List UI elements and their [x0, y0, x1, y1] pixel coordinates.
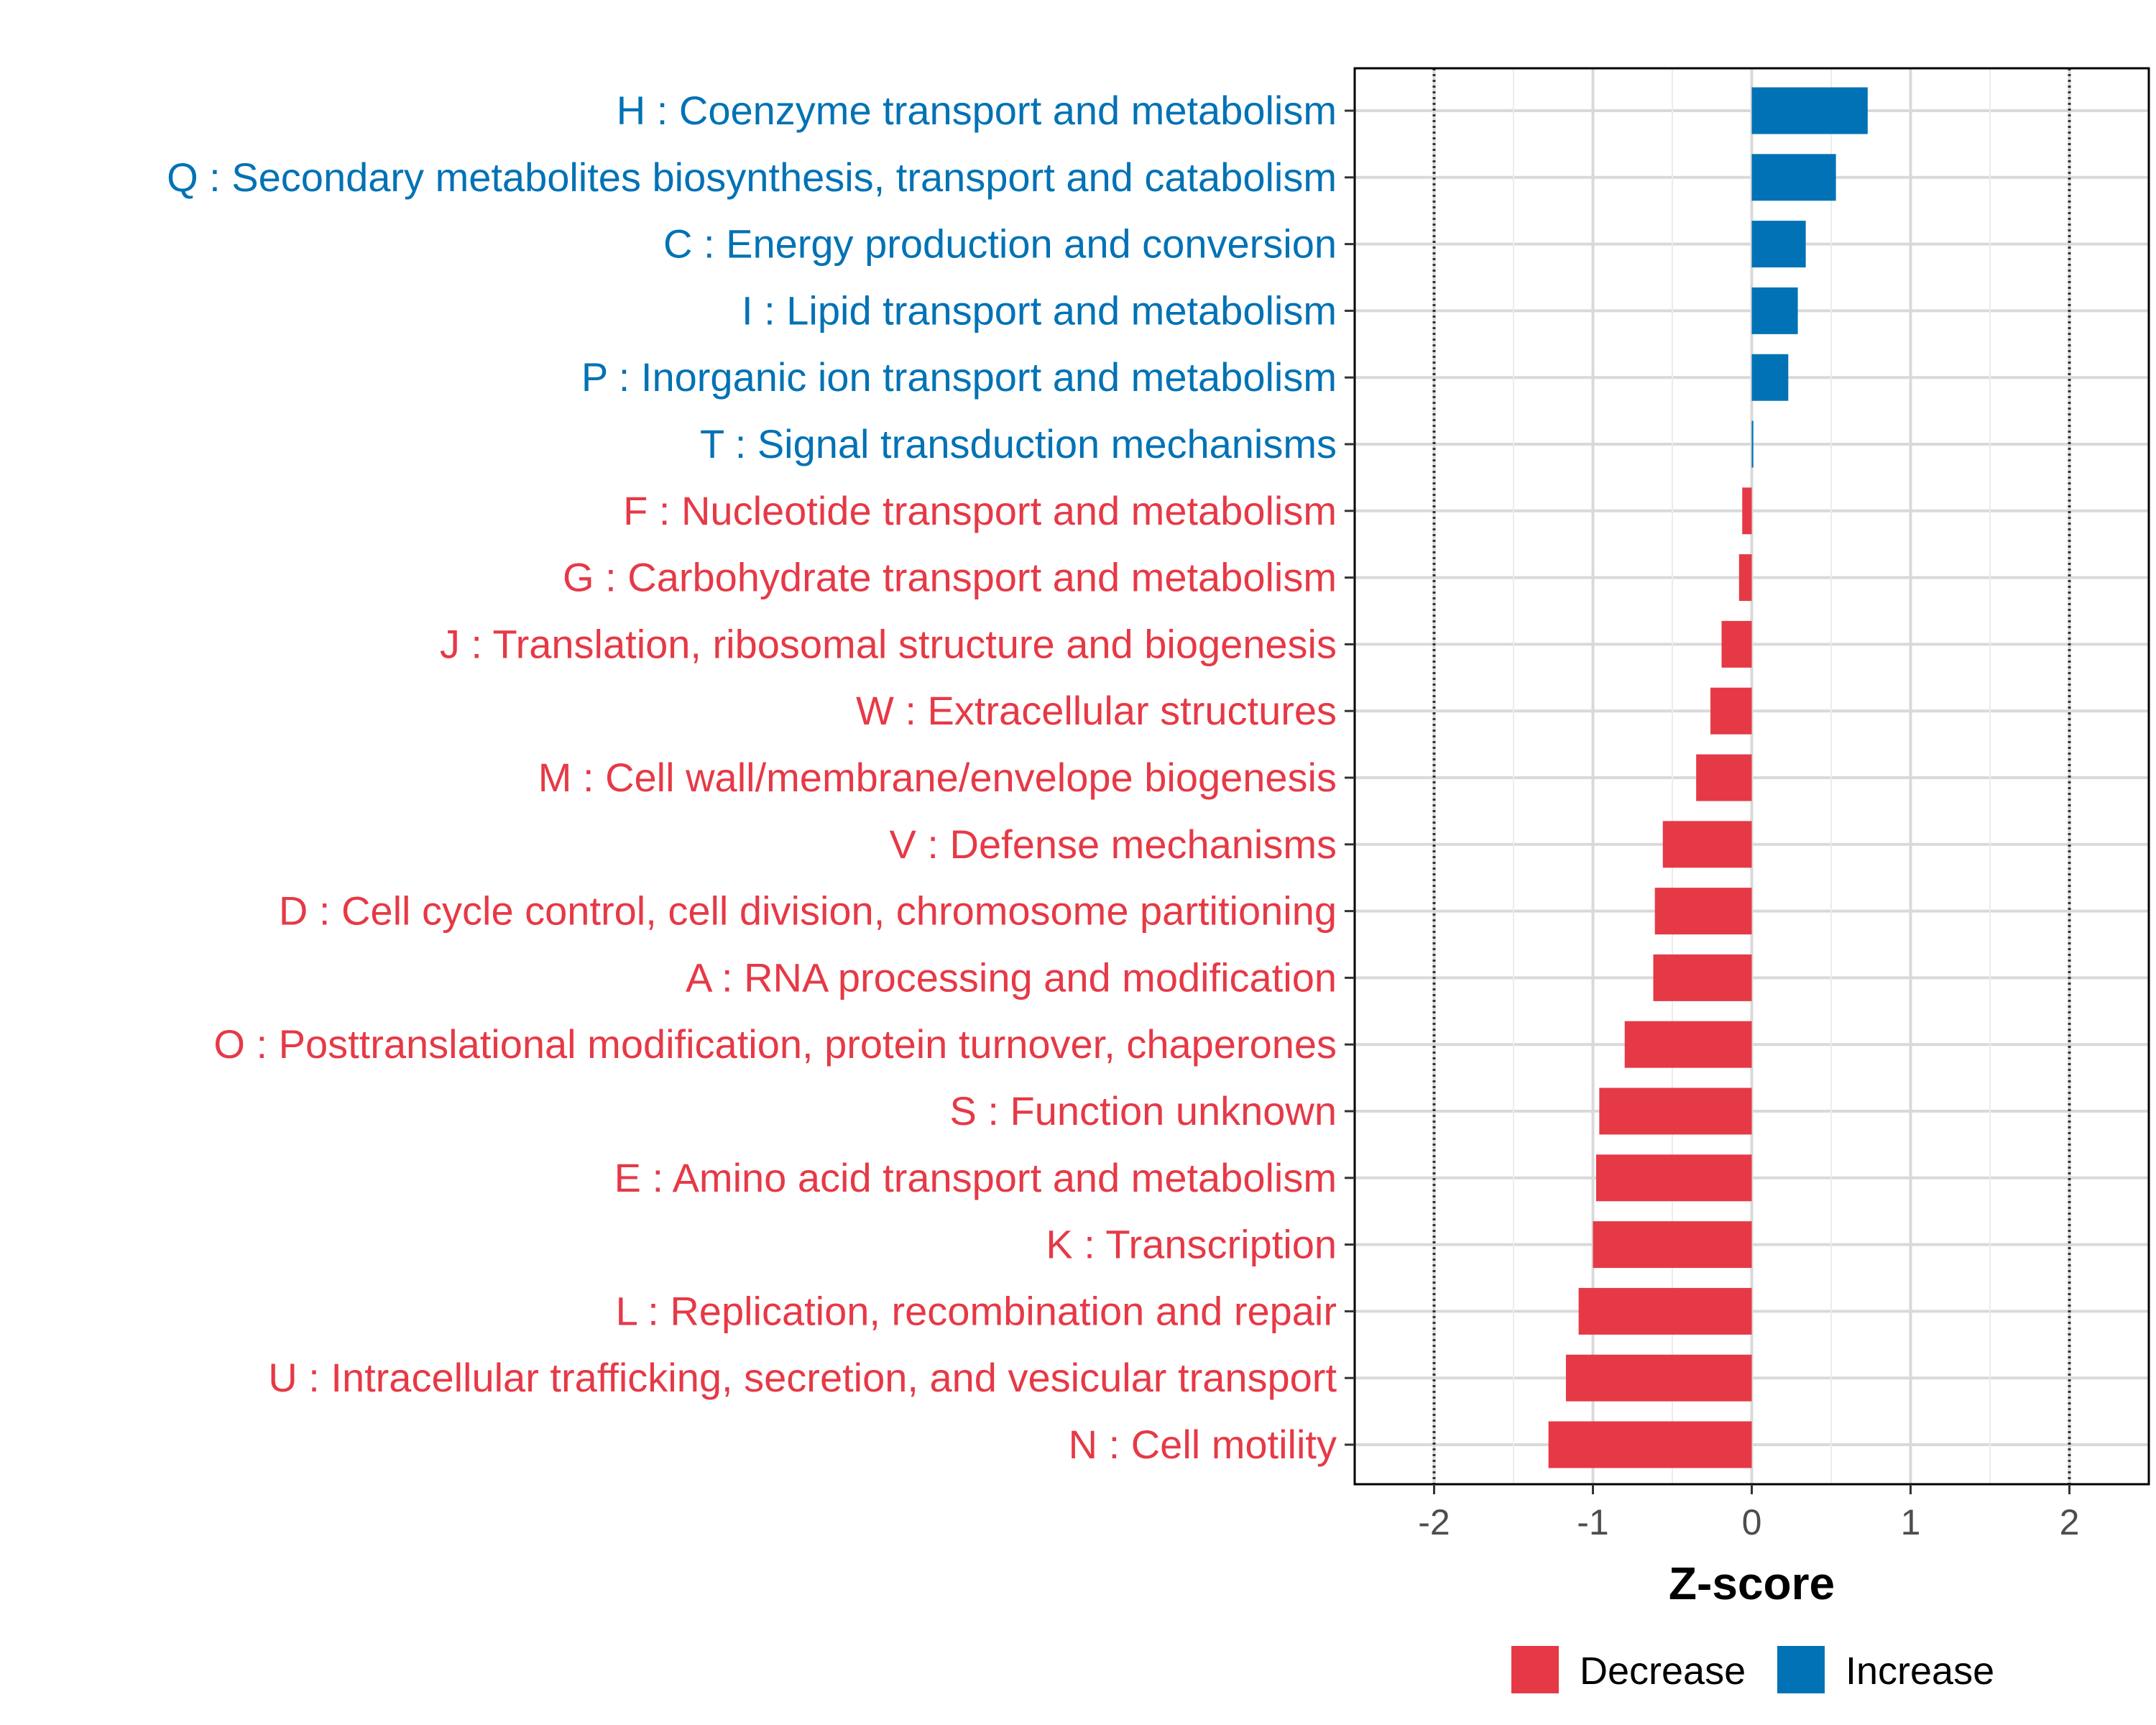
bar: [1751, 154, 1836, 201]
x-axis-title: Z-score: [1669, 1558, 1835, 1609]
legend: Decrease Increase: [1511, 1646, 1994, 1693]
category-label: I : Lipid transport and metabolism: [742, 288, 1337, 333]
bar: [1738, 554, 1752, 602]
x-ticks: [1433, 1484, 2070, 1494]
category-label: E : Amino acid transport and metabolism: [614, 1155, 1337, 1200]
category-label: J : Translation, ribosomal structure and…: [440, 621, 1337, 666]
bar: [1595, 1154, 1752, 1202]
bar: [1654, 888, 1752, 935]
category-label: W : Extracellular structures: [856, 688, 1337, 733]
category-label: O : Posttranslational modification, prot…: [213, 1021, 1337, 1067]
category-label: L : Replication, recombination and repai…: [616, 1288, 1337, 1333]
legend-swatch: [1511, 1646, 1559, 1693]
category-label: M : Cell wall/membrane/envelope biogenes…: [538, 755, 1337, 800]
category-label: A : RNA processing and modification: [686, 954, 1337, 1000]
category-label: D : Cell cycle control, cell division, c…: [279, 888, 1337, 934]
bar: [1751, 287, 1798, 334]
bar: [1751, 354, 1789, 401]
reference-lines: [1432, 68, 2071, 1484]
bar: [1751, 420, 1754, 468]
category-label: F : Nucleotide transport and metabolism: [623, 488, 1337, 533]
category-label: Q : Secondary metabolites biosynthesis, …: [167, 155, 1337, 200]
category-label: P : Inorganic ion transport and metaboli…: [581, 354, 1337, 400]
x-tick-label: 2: [2060, 1502, 2080, 1542]
category-label: C : Energy production and conversion: [663, 221, 1337, 267]
bar: [1742, 487, 1752, 535]
category-label: T : Signal transduction mechanisms: [700, 421, 1337, 466]
x-tick-label: 0: [1742, 1502, 1762, 1542]
bar: [1662, 821, 1752, 868]
x-tick-labels: -2 -1 0 1 2: [1418, 1502, 2079, 1542]
category-label: S : Function unknown: [949, 1088, 1337, 1133]
category-label: G : Carbohydrate transport and metabolis…: [563, 555, 1337, 600]
bar: [1751, 221, 1806, 268]
category-labels: H : Coenzyme transport and metabolism Q :…: [167, 88, 1337, 1467]
bar: [1578, 1287, 1752, 1335]
bars: [1548, 87, 1868, 1468]
legend-swatch: [1777, 1646, 1825, 1693]
bar: [1593, 1221, 1752, 1269]
x-tick-label: -1: [1577, 1502, 1608, 1542]
y-ticks: [1345, 109, 1355, 1446]
bar: [1653, 954, 1752, 1001]
bar: [1565, 1354, 1752, 1402]
category-label: V : Defense mechanisms: [890, 822, 1337, 867]
x-tick-label: -2: [1418, 1502, 1450, 1542]
bar: [1696, 754, 1752, 801]
category-label: N : Cell motility: [1069, 1422, 1337, 1467]
category-label: U : Intracellular trafficking, secretion…: [268, 1355, 1337, 1400]
legend-label: Increase: [1846, 1650, 1994, 1693]
category-label: H : Coenzyme transport and metabolism: [617, 88, 1337, 133]
bar: [1599, 1087, 1752, 1135]
bar: [1721, 620, 1752, 668]
bar: [1548, 1421, 1752, 1468]
bar: [1710, 687, 1752, 735]
bar: [1624, 1021, 1752, 1068]
legend-label: Decrease: [1580, 1650, 1746, 1693]
category-label: K : Transcription: [1046, 1222, 1337, 1267]
x-tick-label: 1: [1901, 1502, 1921, 1542]
bar: [1751, 87, 1868, 134]
